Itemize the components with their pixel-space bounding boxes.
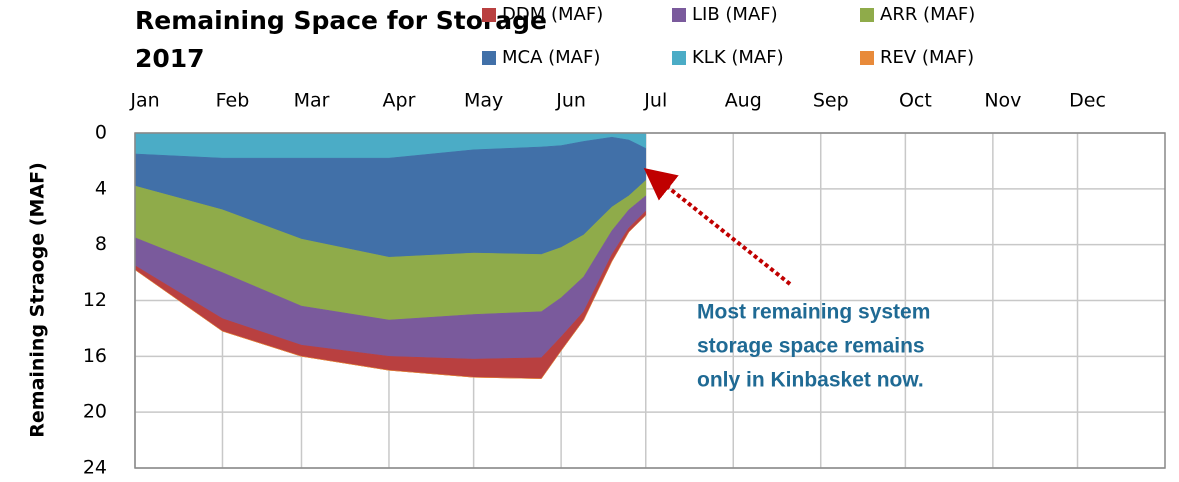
legend-swatch [860,8,874,22]
y-tick-label: 16 [83,345,107,367]
x-tick-label: Jun [555,90,586,112]
x-tick-label: Mar [294,90,330,112]
legend-swatch [482,51,496,65]
legend-swatch [672,8,686,22]
legend-label: LIB (MAF) [692,4,778,25]
x-tick-label: Oct [899,90,932,112]
legend-label: MCA (MAF) [502,47,600,68]
y-tick-label: 12 [83,289,107,311]
x-tick-label: Feb [216,90,250,112]
annotation-text: storage space remains [697,335,925,358]
annotation-text: Most remaining system [697,301,930,324]
y-tick-label: 20 [83,401,107,423]
y-tick-label: 0 [95,122,107,144]
x-tick-label: Jan [129,90,159,112]
x-tick-label: Jul [643,90,667,112]
chart-title: Remaining Space for Storage [135,6,547,35]
legend-swatch [482,8,496,22]
legend-label: REV (MAF) [880,47,974,68]
annotation-text: only in Kinbasket now. [697,369,924,392]
x-tick-label: Sep [813,90,849,112]
annotation-arrow [643,168,792,286]
area [134,215,646,379]
y-tick-label: 8 [95,233,107,255]
legend-swatch [672,51,686,65]
y-tick-label: 24 [83,457,107,479]
plot-frame [134,132,1166,469]
x-tick-label: Nov [984,90,1021,112]
y-axis-label: Remaining Straoge (MAF) [27,162,49,438]
x-tick-label: May [464,90,503,112]
legend-label: ARR (MAF) [880,4,975,25]
legend-label: KLK (MAF) [692,47,784,68]
chart-subtitle: 2017 [135,44,205,73]
x-tick-label: Aug [725,90,762,112]
x-tick-label: Dec [1069,90,1106,112]
y-tick-label: 4 [95,177,107,199]
x-tick-label: Apr [383,90,416,112]
legend-label: DDM (MAF) [502,4,603,25]
legend-swatch [860,51,874,65]
